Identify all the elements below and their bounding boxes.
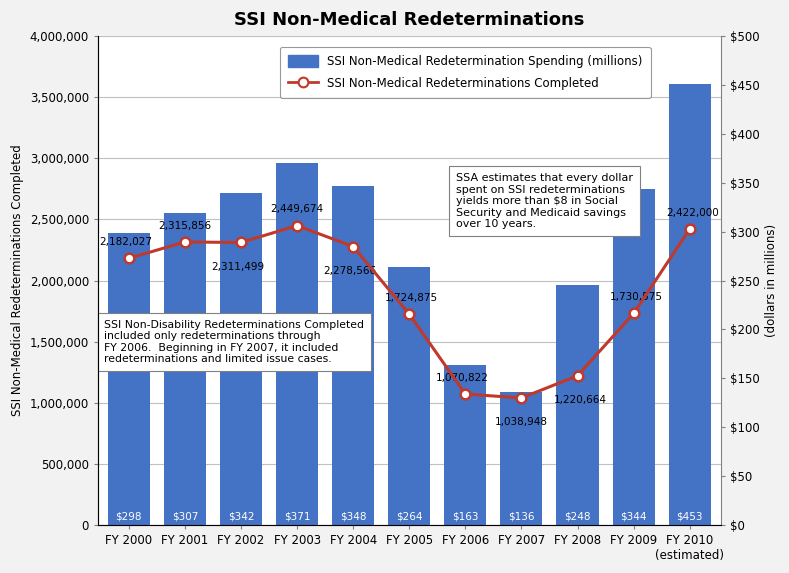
Bar <box>556 285 599 525</box>
Bar <box>332 186 374 525</box>
Text: SSA estimates that every dollar
spent on SSI redeterminations
yields more than $: SSA estimates that every dollar spent on… <box>456 173 633 229</box>
Text: $348: $348 <box>340 512 366 522</box>
Text: $163: $163 <box>452 512 479 522</box>
Text: $248: $248 <box>564 512 591 522</box>
Text: 2,449,674: 2,449,674 <box>271 205 323 214</box>
Bar <box>612 189 655 525</box>
Text: $342: $342 <box>228 512 254 522</box>
Text: 2,182,027: 2,182,027 <box>99 237 151 247</box>
Text: 1,038,948: 1,038,948 <box>495 417 548 427</box>
Y-axis label: (dollars in millions): (dollars in millions) <box>765 224 778 337</box>
Bar <box>388 267 430 525</box>
Bar <box>276 163 318 525</box>
Bar <box>668 84 711 525</box>
Text: 2,278,566: 2,278,566 <box>323 266 376 276</box>
Text: $307: $307 <box>172 512 198 522</box>
Text: $298: $298 <box>115 512 142 522</box>
Text: 1,070,822: 1,070,822 <box>436 373 489 383</box>
Bar <box>500 392 543 525</box>
Legend: SSI Non-Medical Redetermination Spending (millions), SSI Non-Medical Redetermina: SSI Non-Medical Redetermination Spending… <box>280 47 651 98</box>
Bar <box>444 365 486 525</box>
Text: $344: $344 <box>620 512 647 522</box>
Bar <box>164 213 206 525</box>
Text: 1,724,875: 1,724,875 <box>385 293 438 303</box>
Text: 2,311,499: 2,311,499 <box>211 262 264 272</box>
Title: SSI Non-Medical Redeterminations: SSI Non-Medical Redeterminations <box>234 11 585 29</box>
Bar <box>108 233 150 525</box>
Text: SSI Non-Disability Redeterminations Completed
included only redeterminations thr: SSI Non-Disability Redeterminations Comp… <box>104 320 365 364</box>
Text: 2,422,000: 2,422,000 <box>666 208 719 218</box>
Bar <box>220 193 262 525</box>
Text: 1,220,664: 1,220,664 <box>554 395 607 405</box>
Text: $453: $453 <box>676 512 703 522</box>
Y-axis label: SSI Non-Medical Redeterminations Completed: SSI Non-Medical Redeterminations Complet… <box>11 144 24 417</box>
Text: $371: $371 <box>284 512 310 522</box>
Text: $136: $136 <box>508 512 535 522</box>
Text: 2,315,856: 2,315,856 <box>159 221 211 231</box>
Text: $264: $264 <box>396 512 422 522</box>
Text: 1,730,575: 1,730,575 <box>610 292 663 303</box>
